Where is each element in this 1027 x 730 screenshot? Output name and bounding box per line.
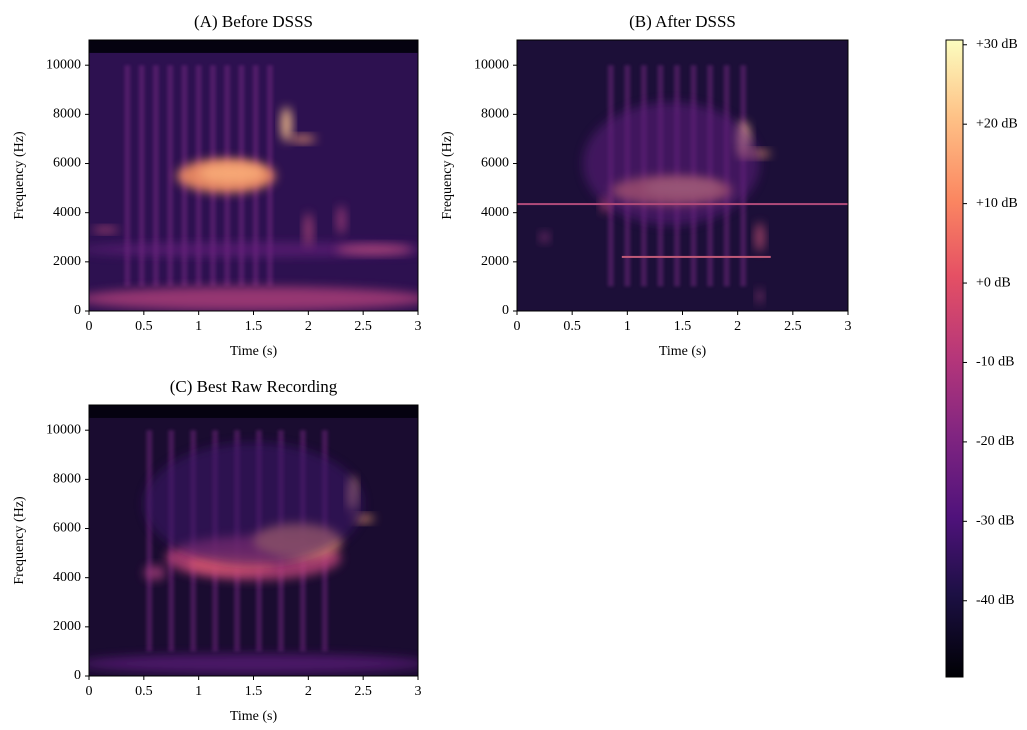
colorbar-tick-label: +0 dB	[976, 275, 1011, 290]
streak	[146, 430, 153, 652]
y-tick-label: 4000	[53, 570, 81, 585]
tone	[517, 203, 848, 206]
spectrogram	[517, 40, 848, 311]
y-tick-label: 8000	[53, 107, 81, 122]
energy	[143, 565, 166, 581]
y-tick-label: 6000	[53, 521, 81, 536]
x-tick-label: 1.5	[245, 319, 263, 334]
energy	[143, 442, 364, 566]
energy	[335, 244, 413, 255]
y-tick-label: 8000	[53, 472, 81, 487]
y-tick-label: 10000	[46, 422, 81, 437]
streak	[152, 65, 159, 287]
colorbar-tick-label: -20 dB	[976, 434, 1015, 449]
energy	[92, 226, 119, 233]
energy	[336, 205, 346, 235]
x-tick-label: 2.5	[354, 684, 372, 699]
y-tick-label: 2000	[53, 619, 81, 634]
x-tick-label: 2	[305, 684, 312, 699]
x-tick-label: 1	[195, 684, 202, 699]
spectrogram	[89, 40, 418, 311]
x-tick-label: 0	[514, 319, 521, 334]
energy	[280, 106, 292, 142]
x-tick-label: 3	[415, 684, 422, 699]
y-tick-label: 6000	[481, 156, 509, 171]
energy	[540, 232, 549, 243]
top-band	[89, 405, 418, 418]
x-tick-label: 0.5	[135, 319, 153, 334]
streak	[138, 65, 145, 287]
energy	[583, 102, 760, 225]
x-axis-label: Time (s)	[230, 344, 278, 359]
colorbar-tick-label: +30 dB	[976, 37, 1018, 52]
x-tick-label: 1.5	[245, 684, 263, 699]
energy	[289, 135, 317, 143]
chart-title: (C) Best Raw Recording	[170, 377, 338, 396]
x-tick-label: 0	[86, 319, 93, 334]
colorbar-tick-label: -30 dB	[976, 514, 1015, 529]
energy	[755, 222, 765, 253]
y-tick-label: 10000	[46, 57, 81, 72]
energy	[600, 197, 610, 213]
x-tick-label: 0.5	[135, 684, 153, 699]
x-tick-label: 2	[734, 319, 741, 334]
x-tick-label: 0	[86, 684, 93, 699]
x-tick-label: 1	[195, 319, 202, 334]
y-tick-label: 8000	[481, 107, 509, 122]
x-tick-label: 1	[624, 319, 631, 334]
y-tick-label: 2000	[481, 254, 509, 269]
x-axis-label: Time (s)	[659, 344, 707, 359]
y-tick-label: 6000	[53, 156, 81, 171]
y-tick-label: 0	[74, 303, 81, 318]
tone	[621, 255, 771, 258]
colorbar-tick-label: +20 dB	[976, 116, 1018, 131]
spectrogram	[89, 405, 418, 676]
y-axis-label: Frequency (Hz)	[12, 496, 27, 585]
colorbar	[945, 39, 964, 678]
x-tick-label: 3	[415, 319, 422, 334]
streak	[167, 65, 174, 287]
x-axis-label: Time (s)	[230, 709, 278, 724]
y-axis-label: Frequency (Hz)	[12, 131, 27, 220]
y-axis-label: Frequency (Hz)	[440, 131, 455, 220]
x-tick-label: 2.5	[784, 319, 802, 334]
x-tick-label: 0.5	[563, 319, 581, 334]
energy	[89, 242, 418, 257]
x-tick-label: 2.5	[354, 319, 372, 334]
colorbar-tick-label: +10 dB	[976, 196, 1018, 211]
x-tick-label: 1.5	[674, 319, 692, 334]
colorbar-tick-label: -10 dB	[976, 355, 1015, 370]
colorbar-tick-label: -40 dB	[976, 593, 1015, 608]
y-tick-label: 0	[502, 303, 509, 318]
x-tick-label: 2	[305, 319, 312, 334]
energy	[89, 653, 418, 674]
x-tick-label: 3	[845, 319, 852, 334]
streak	[124, 65, 131, 287]
energy	[303, 212, 313, 248]
y-tick-label: 10000	[474, 57, 509, 72]
y-tick-label: 4000	[53, 205, 81, 220]
chart-title: (A) Before DSSS	[194, 12, 313, 31]
top-band	[89, 40, 418, 53]
energy	[89, 286, 418, 311]
y-tick-label: 2000	[53, 254, 81, 269]
y-tick-label: 0	[74, 668, 81, 683]
energy	[756, 288, 764, 304]
y-tick-label: 4000	[481, 205, 509, 220]
chart-title: (B) After DSSS	[629, 12, 736, 31]
energy	[198, 163, 265, 184]
